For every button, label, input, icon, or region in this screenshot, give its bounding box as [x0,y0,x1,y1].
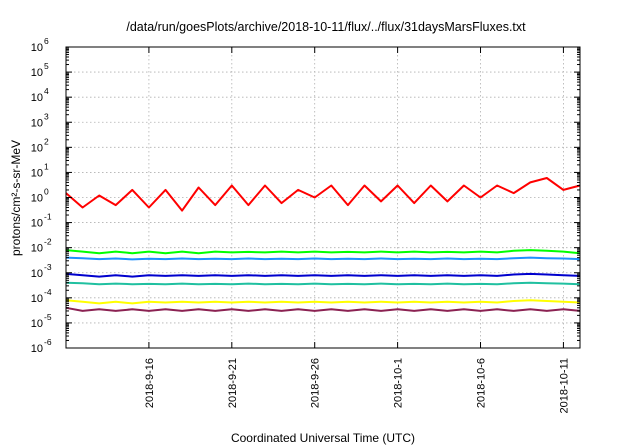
y-tick-exponent: 5 [44,61,49,71]
x-tick-label: 2018-9-21 [227,358,239,408]
y-tick-exponent: -4 [44,287,52,297]
x-axis-label: Coordinated Universal Time (UTC) [231,431,415,445]
series-line-4 [65,272,581,278]
y-tick-label: 10-4 [31,287,52,305]
x-tick-label: 2018-10-6 [476,358,488,408]
y-axis-ticks: 10-610-510-410-310-210-11001011021031041… [31,36,580,355]
data-series [65,177,581,312]
y-axis-label: protons/cm²-s-sr-MeV [9,140,23,256]
series-line-3 [65,256,581,261]
series-line-5 [65,281,581,286]
y-tick-exponent: 4 [44,86,49,96]
y-tick-label: 103 [31,111,49,129]
y-tick-label: 105 [31,61,49,79]
x-tick-label: 2018-9-16 [144,358,156,408]
series-line-7 [65,306,581,312]
y-tick-label: 10-1 [31,212,52,230]
y-tick-label: 10-5 [31,312,52,330]
y-tick-label: 102 [31,136,49,154]
y-tick-exponent: -1 [44,212,52,222]
y-tick-exponent: -5 [44,312,52,322]
x-tick-label: 2018-10-11 [558,358,570,413]
y-tick-label: 10-6 [31,337,52,355]
y-tick-exponent: 6 [44,36,49,46]
y-tick-label: 101 [31,161,49,179]
y-tick-label: 106 [31,36,49,54]
y-tick-label: 10-3 [31,262,52,280]
y-tick-label: 10-2 [31,237,52,255]
y-tick-exponent: 3 [44,111,49,121]
x-tick-label: 2018-10-1 [393,358,405,408]
x-tick-label: 2018-9-26 [310,358,322,408]
y-tick-exponent: -2 [44,237,52,247]
y-tick-exponent: 2 [44,136,49,146]
y-tick-exponent: 1 [44,161,49,171]
chart-title: /data/run/goesPlots/archive/2018-10-11/f… [126,20,526,34]
series-line-1 [65,177,581,212]
series-line-6 [65,299,581,305]
y-tick-exponent: -3 [44,262,52,272]
y-tick-exponent: -6 [44,337,52,347]
series-line-2 [65,249,581,255]
y-tick-label: 104 [31,86,49,104]
grid-lines [66,47,580,348]
y-tick-exponent: 0 [44,187,49,197]
x-axis-ticks: 2018-9-16 2018-9-21 2018-9-26 2018-10-1 2018… [144,47,570,413]
y-tick-label: 100 [31,187,49,205]
